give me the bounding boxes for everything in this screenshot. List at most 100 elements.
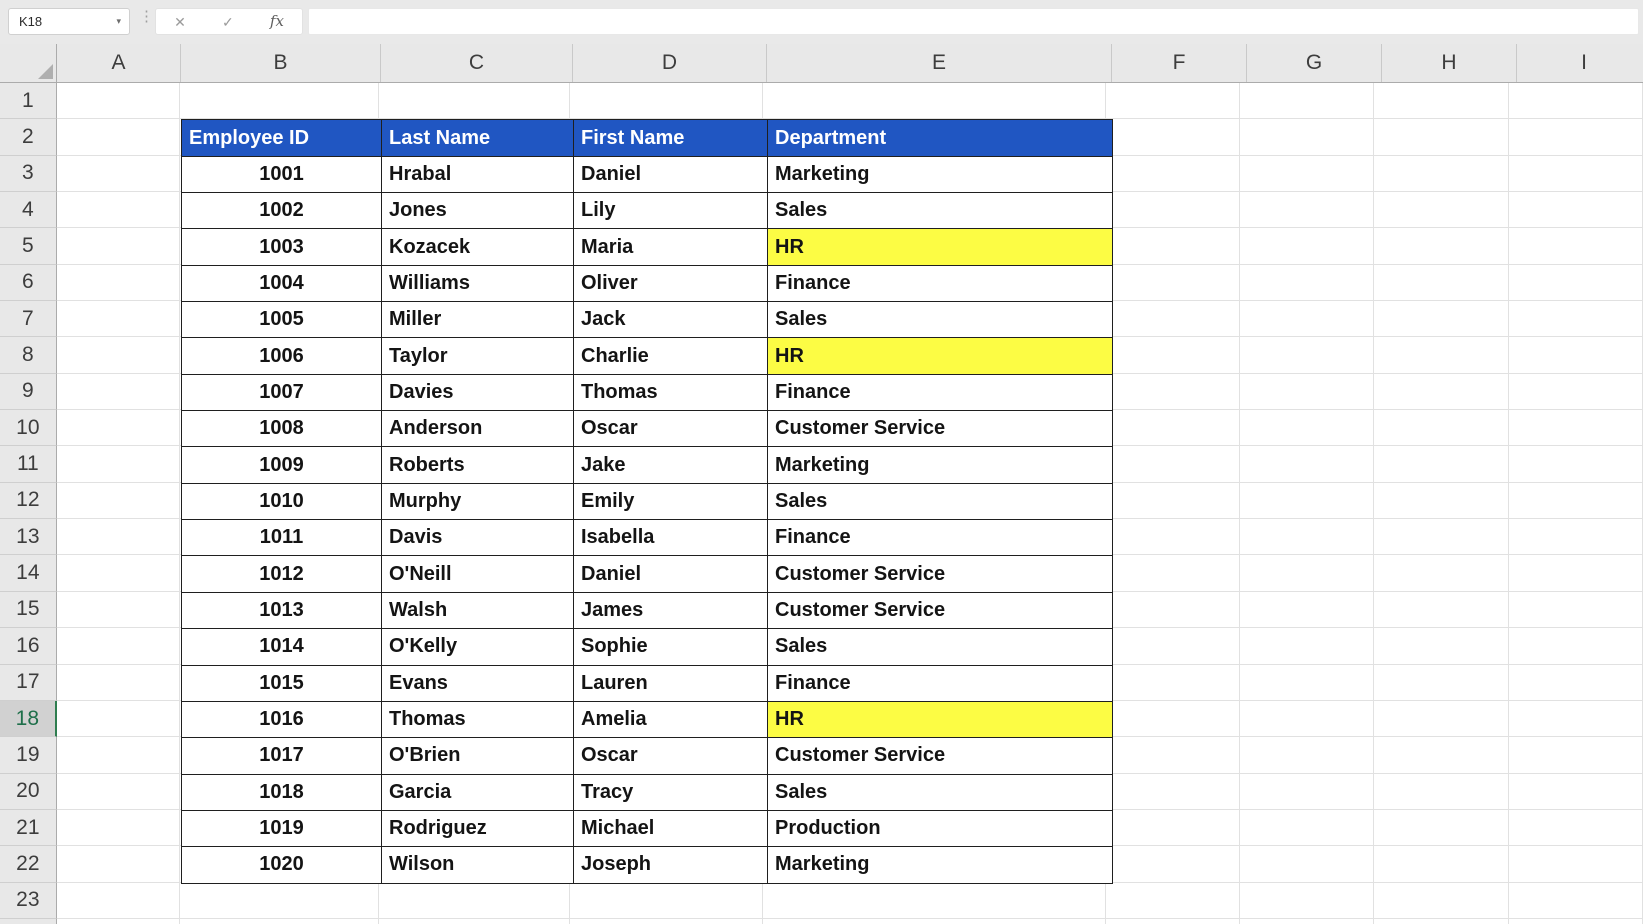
cell-F10[interactable] — [1105, 410, 1241, 447]
cell-C3[interactable]: Hrabal — [382, 156, 574, 194]
cell-D10[interactable]: Oscar — [574, 411, 768, 448]
cell-H15[interactable] — [1374, 591, 1509, 629]
cell-F2[interactable] — [1105, 119, 1241, 156]
cell-C8[interactable]: Taylor — [382, 338, 574, 375]
cell-G13[interactable] — [1240, 519, 1375, 556]
cell-C20[interactable]: Garcia — [382, 774, 574, 811]
cell-B6[interactable]: 1004 — [182, 265, 382, 303]
cell-B17[interactable]: 1015 — [182, 665, 382, 702]
cell-G3[interactable] — [1240, 155, 1375, 193]
cell-E9[interactable]: Finance — [768, 374, 1113, 412]
cell-B13[interactable]: 1011 — [182, 520, 382, 557]
cell-A17[interactable] — [56, 664, 181, 701]
cell-F7[interactable] — [1105, 301, 1241, 338]
cell-I1[interactable] — [1508, 83, 1643, 120]
cell-E10[interactable]: Customer Service — [768, 411, 1113, 448]
cell-I20[interactable] — [1508, 773, 1643, 810]
cell-C7[interactable]: Miller — [382, 302, 574, 339]
cell-C24[interactable] — [378, 918, 570, 924]
cell-G12[interactable] — [1240, 482, 1375, 520]
cell-A19[interactable] — [56, 737, 181, 774]
cell-A18[interactable] — [56, 700, 181, 738]
cell-A16[interactable] — [56, 628, 181, 665]
cell-I9[interactable] — [1508, 373, 1643, 411]
cell-D4[interactable]: Lily — [574, 193, 768, 230]
cell-E17[interactable]: Finance — [768, 665, 1113, 702]
cell-B15[interactable]: 1013 — [182, 592, 382, 630]
cell-H1[interactable] — [1374, 83, 1509, 120]
cell-F18[interactable] — [1105, 700, 1241, 738]
cell-E5[interactable]: HR — [768, 229, 1113, 266]
cell-B1[interactable] — [180, 83, 379, 120]
column-header-A[interactable]: A — [57, 44, 181, 82]
cell-A3[interactable] — [56, 155, 181, 193]
cell-A4[interactable] — [56, 192, 181, 229]
cell-G19[interactable] — [1240, 737, 1375, 774]
cell-C19[interactable]: O'Brien — [382, 738, 574, 775]
cell-B20[interactable]: 1018 — [182, 774, 382, 811]
row-header-2[interactable]: 2 — [0, 119, 57, 156]
cell-H2[interactable] — [1374, 119, 1509, 156]
cell-B3[interactable]: 1001 — [182, 156, 382, 194]
cell-H13[interactable] — [1374, 519, 1509, 556]
cell-F5[interactable] — [1105, 228, 1241, 265]
cell-B12[interactable]: 1010 — [182, 483, 382, 521]
cell-G5[interactable] — [1240, 228, 1375, 265]
cell-D17[interactable]: Lauren — [574, 665, 768, 702]
cell-I6[interactable] — [1508, 264, 1643, 302]
cell-H9[interactable] — [1374, 373, 1509, 411]
row-header-3[interactable]: 3 — [0, 155, 57, 193]
cell-G10[interactable] — [1240, 410, 1375, 447]
cell-F6[interactable] — [1105, 264, 1241, 302]
cell-D3[interactable]: Daniel — [574, 156, 768, 194]
row-header-24[interactable] — [0, 918, 57, 924]
cell-A23[interactable] — [56, 882, 181, 919]
cell-G15[interactable] — [1240, 591, 1375, 629]
cell-F12[interactable] — [1105, 482, 1241, 520]
cell-B10[interactable]: 1008 — [182, 411, 382, 448]
cell-I11[interactable] — [1508, 446, 1643, 483]
cell-E4[interactable]: Sales — [768, 193, 1113, 230]
cell-C2[interactable]: Last Name — [382, 120, 574, 157]
cell-G17[interactable] — [1240, 664, 1375, 701]
row-header-17[interactable]: 17 — [0, 664, 57, 701]
cell-F24[interactable] — [1105, 918, 1241, 924]
cell-C17[interactable]: Evans — [382, 665, 574, 702]
cell-D7[interactable]: Jack — [574, 302, 768, 339]
column-header-C[interactable]: C — [381, 44, 573, 82]
cell-E24[interactable] — [762, 918, 1106, 924]
cell-E15[interactable]: Customer Service — [768, 592, 1113, 630]
cell-H14[interactable] — [1374, 555, 1509, 592]
cell-E2[interactable]: Department — [768, 120, 1113, 157]
cell-G23[interactable] — [1240, 882, 1375, 919]
cell-E20[interactable]: Sales — [768, 774, 1113, 811]
cell-F23[interactable] — [1105, 882, 1241, 919]
cell-B14[interactable]: 1012 — [182, 556, 382, 593]
cell-D2[interactable]: First Name — [574, 120, 768, 157]
cell-I7[interactable] — [1508, 301, 1643, 338]
cell-F9[interactable] — [1105, 373, 1241, 411]
cell-A13[interactable] — [56, 519, 181, 556]
cell-E1[interactable] — [762, 83, 1106, 120]
cell-B19[interactable]: 1017 — [182, 738, 382, 775]
cell-H16[interactable] — [1374, 628, 1509, 665]
cell-E6[interactable]: Finance — [768, 265, 1113, 303]
row-header-19[interactable]: 19 — [0, 737, 57, 774]
cell-F13[interactable] — [1105, 519, 1241, 556]
cell-I14[interactable] — [1508, 555, 1643, 592]
cell-B4[interactable]: 1002 — [182, 193, 382, 230]
cell-H18[interactable] — [1374, 700, 1509, 738]
cell-F8[interactable] — [1105, 337, 1241, 374]
row-header-11[interactable]: 11 — [0, 446, 57, 483]
cell-I18[interactable] — [1508, 700, 1643, 738]
cell-I16[interactable] — [1508, 628, 1643, 665]
column-header-F[interactable]: F — [1112, 44, 1247, 82]
cell-F14[interactable] — [1105, 555, 1241, 592]
name-box[interactable]: K18 ▾ — [8, 8, 130, 35]
cell-A5[interactable] — [56, 228, 181, 265]
cell-A20[interactable] — [56, 773, 181, 810]
insert-function-icon[interactable]: fx — [269, 12, 284, 30]
name-box-dropdown-icon[interactable]: ▾ — [116, 16, 121, 26]
row-header-1[interactable]: 1 — [0, 83, 57, 120]
cell-B11[interactable]: 1009 — [182, 447, 382, 484]
